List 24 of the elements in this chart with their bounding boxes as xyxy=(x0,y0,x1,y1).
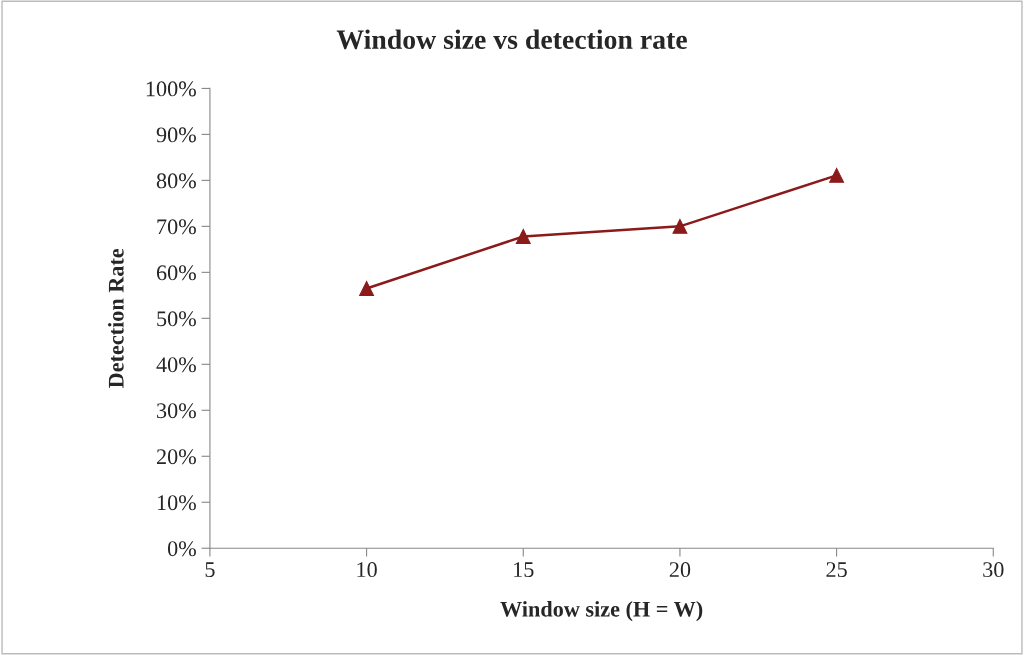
point xyxy=(515,229,531,244)
y-tick-label: 90% xyxy=(156,127,196,143)
y-axis-title: Detection Rate xyxy=(108,248,124,388)
x-tick-label: 10 xyxy=(357,562,377,578)
point xyxy=(672,218,688,234)
y-tick-label: 40% xyxy=(156,357,196,373)
x-axis-title: Window size (H = W) xyxy=(500,601,703,622)
x-tick-label: 20 xyxy=(669,562,691,578)
x-tick-label: 15 xyxy=(514,562,534,578)
y-tick-label: 80% xyxy=(156,173,196,189)
point xyxy=(359,280,375,296)
y-tick-label: 30% xyxy=(157,403,196,419)
y-tick-label: 70% xyxy=(157,219,196,235)
y-tick-label: 10% xyxy=(157,495,196,511)
chart-title: Window size vs detection rate xyxy=(336,29,687,50)
x-tick-label: 30 xyxy=(983,562,1004,578)
y-tick-label: 60% xyxy=(156,265,196,281)
x-tick-label: 5 xyxy=(205,562,215,578)
y-tick-label: 50% xyxy=(157,311,196,327)
y-tick-label: 100% xyxy=(146,81,196,97)
y-tick-label: 0% xyxy=(167,541,196,557)
x-tick-label: 25 xyxy=(826,562,847,578)
y-tick-label: 20% xyxy=(156,449,196,465)
point xyxy=(829,167,845,183)
